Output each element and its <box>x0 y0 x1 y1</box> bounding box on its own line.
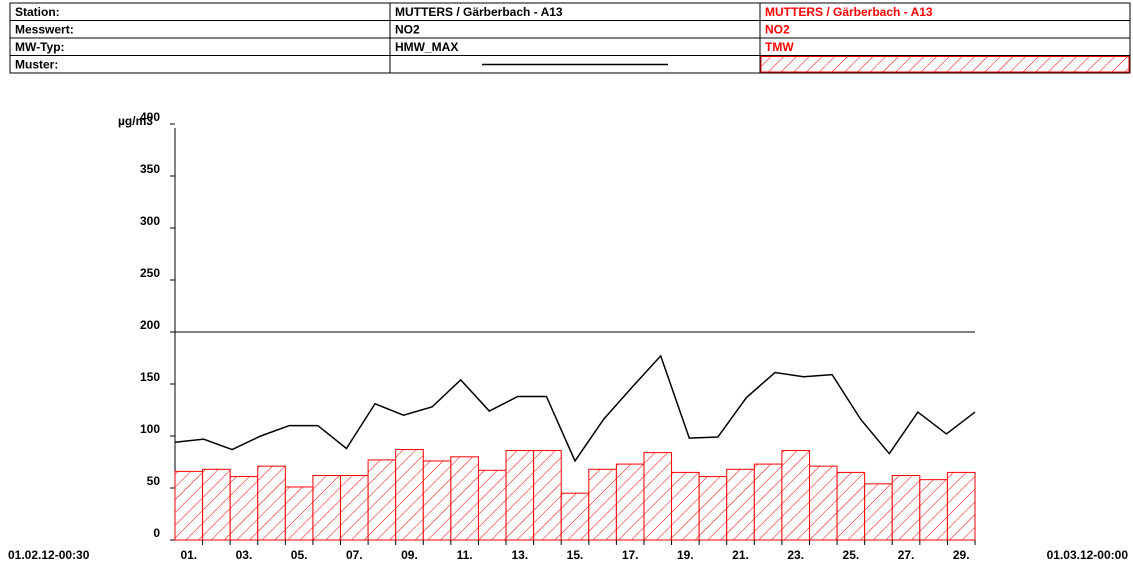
bar <box>422 460 452 541</box>
x-tick-label: 27. <box>898 548 915 562</box>
bar <box>284 486 314 541</box>
bar <box>726 468 755 541</box>
y-tick-label: 50 <box>147 474 161 488</box>
bar <box>919 479 948 541</box>
bar <box>560 492 590 541</box>
table-cell <box>9 55 391 74</box>
bar <box>229 476 259 541</box>
table-cell <box>9 2 391 21</box>
y-tick-label: 100 <box>140 422 160 436</box>
y-tick-label: 300 <box>140 214 160 228</box>
x-tick-label: 07. <box>346 548 363 562</box>
y-tick-label: 350 <box>140 162 160 176</box>
bar <box>340 475 369 541</box>
cell-text: NO2 <box>395 22 420 36</box>
y-tick-label: 250 <box>140 266 160 280</box>
x-tick-label: 21. <box>732 548 749 562</box>
bar <box>643 452 673 541</box>
bar <box>753 463 783 541</box>
bar <box>257 465 286 541</box>
x-tick-label: 23. <box>787 548 804 562</box>
x-tick-label: 29. <box>953 548 970 562</box>
x-tick-label: 19. <box>677 548 694 562</box>
table-cell <box>759 55 1131 74</box>
chart: µg/m3 0 50 100 150 200 250 300 350 400 01. 03. 05. 07… <box>8 110 1128 562</box>
bar <box>615 463 645 541</box>
bar <box>808 465 838 541</box>
bar <box>174 470 204 541</box>
table-cell <box>759 20 1131 39</box>
bar <box>698 476 728 541</box>
bar <box>367 459 397 541</box>
x-tick-label: 09. <box>401 548 418 562</box>
bar <box>946 471 976 541</box>
cell-text: TMW <box>765 40 794 54</box>
x-tick-label: 01. <box>180 548 197 562</box>
bar <box>395 449 424 541</box>
cell-text: MUTTERS / Gärberbach - A13 <box>395 5 563 19</box>
cell-text: NO2 <box>765 22 790 36</box>
bar <box>505 450 535 541</box>
bar <box>671 471 700 541</box>
x-tick-label: 15. <box>567 548 584 562</box>
cell-text: Station: <box>15 5 60 19</box>
bar <box>450 456 479 541</box>
bar <box>202 468 231 541</box>
x-tick-label: 03. <box>236 548 253 562</box>
cell-text: Messwert: <box>15 22 74 36</box>
header-table: Station: MUTTERS / Gärberbach - A13 MUTTER… <box>9 2 1131 74</box>
x-tick-label: 17. <box>622 548 639 562</box>
table-cell <box>9 37 391 56</box>
y-axis-label: µg/m3 <box>118 114 153 128</box>
start-label: 01.02.12-00:30 <box>8 548 90 562</box>
table-cell <box>759 37 1131 56</box>
bar <box>477 469 507 541</box>
cell-text: HMW_MAX <box>395 40 458 54</box>
table-cell <box>389 20 761 39</box>
cell-text: Muster: <box>15 57 58 71</box>
x-tick-label: 05. <box>291 548 308 562</box>
bar <box>864 483 893 541</box>
x-tick-label: 11. <box>457 548 473 562</box>
y-tick-label: 150 <box>140 370 160 384</box>
x-tick-label: 25. <box>843 548 860 562</box>
bar <box>588 468 617 541</box>
bar <box>836 471 866 541</box>
bar <box>312 475 342 541</box>
legend-hatch-sample <box>760 56 1130 73</box>
bar <box>533 450 562 541</box>
bar <box>891 475 921 541</box>
cell-text: MW-Typ: <box>15 40 65 54</box>
x-tick-label: 13. <box>511 548 528 562</box>
y-tick-label: 200 <box>140 318 160 332</box>
y-tick-label: 400 <box>140 110 160 124</box>
bar <box>781 450 810 541</box>
cell-text: MUTTERS / Gärberbach - A13 <box>765 5 933 19</box>
end-label: 01.03.12-00:00 <box>1047 548 1129 562</box>
line-series <box>174 354 976 463</box>
y-tick-label: 0 <box>153 526 160 540</box>
